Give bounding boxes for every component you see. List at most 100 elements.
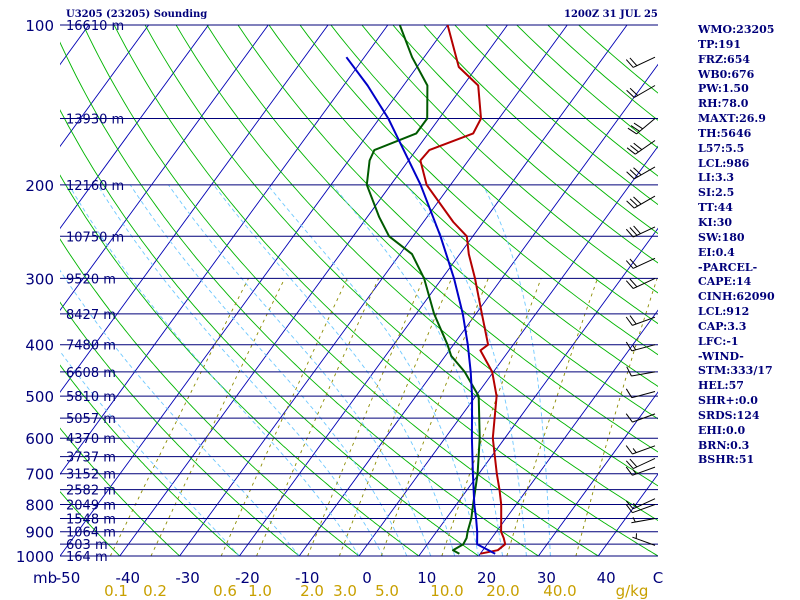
mixing-ratio-line bbox=[256, 278, 380, 557]
param-11: SI:2.5 bbox=[698, 186, 735, 200]
wind-barb bbox=[625, 56, 656, 68]
height-label: 603 m bbox=[66, 538, 108, 553]
temperature-axis-label: mb bbox=[33, 569, 57, 587]
param-25: SHR+:0.0 bbox=[698, 394, 758, 408]
wind-barb bbox=[625, 225, 656, 238]
temperature-tick-label: 0 bbox=[362, 569, 372, 587]
pressure-tick-label: 300 bbox=[25, 270, 54, 288]
pressure-tick-label: 800 bbox=[25, 497, 54, 515]
height-label: 9520 m bbox=[66, 272, 116, 287]
wind-barb bbox=[625, 457, 656, 470]
param-5: RH:78.0 bbox=[698, 97, 749, 111]
wind-barb bbox=[626, 85, 656, 98]
wind-barb bbox=[626, 366, 656, 377]
mixing-ratio-line bbox=[575, 278, 658, 557]
wind-barb bbox=[626, 166, 656, 180]
height-label: 12160 m bbox=[66, 179, 124, 194]
wind-barb bbox=[626, 140, 656, 155]
isotherm-line bbox=[60, 25, 209, 230]
temperature-tick-label: 10 bbox=[417, 569, 436, 587]
param-6: MAXT:26.9 bbox=[698, 112, 766, 126]
param-20: CAP:3.3 bbox=[698, 319, 747, 333]
isotherm-line bbox=[60, 25, 329, 393]
wind-barb bbox=[625, 277, 656, 289]
param-15: EI:0.4 bbox=[698, 245, 735, 259]
wind-barb bbox=[625, 504, 656, 514]
isotherm-line bbox=[179, 25, 568, 557]
isotherm-line bbox=[418, 227, 658, 557]
mixing-ratio-label: 1.0 bbox=[248, 582, 272, 600]
height-label: 1064 m bbox=[66, 526, 116, 541]
wind-barb bbox=[625, 341, 656, 352]
moist-adiabat bbox=[406, 184, 527, 557]
param-0: WMO:23205 bbox=[698, 23, 775, 36]
mixing-ratio-line bbox=[220, 278, 348, 557]
height-label: 164 m bbox=[66, 550, 108, 565]
param-3: WB0:676 bbox=[698, 67, 755, 81]
mixing-ratio-label: 0.6 bbox=[213, 582, 237, 600]
height-label: 2582 m bbox=[66, 484, 116, 499]
isotherm-line bbox=[538, 391, 658, 557]
pressure-tick-label: 200 bbox=[25, 177, 54, 195]
height-label: 16610 m bbox=[66, 19, 124, 34]
temperature-tick-label: -20 bbox=[235, 569, 260, 587]
param-8: L57:5.5 bbox=[698, 141, 745, 155]
mixing-ratio-line bbox=[506, 278, 598, 557]
chart-title: U3205 (23205) Sounding bbox=[66, 9, 208, 20]
celsius-label: C bbox=[653, 569, 663, 587]
height-label: 3737 m bbox=[66, 451, 116, 466]
param-29: BSHR:51 bbox=[698, 453, 755, 467]
wind-barb bbox=[625, 388, 656, 399]
param-10: LI:3.3 bbox=[698, 171, 735, 185]
temperature-tick-label: 30 bbox=[537, 569, 556, 587]
wind-barb bbox=[625, 498, 656, 510]
height-label: 6608 m bbox=[66, 366, 116, 381]
height-label: 3152 m bbox=[66, 468, 116, 483]
mixing-ratio-label: 2.0 bbox=[300, 582, 324, 600]
mixing-ratio-label: 20.0 bbox=[486, 582, 519, 600]
height-label: 5057 m bbox=[66, 412, 116, 427]
mixing-ratio-line bbox=[441, 278, 542, 557]
pressure-tick-label: 500 bbox=[25, 388, 54, 406]
moist-adiabat bbox=[267, 184, 480, 557]
param-18: CINH:62090 bbox=[698, 290, 775, 304]
param-9: LCL:986 bbox=[698, 156, 750, 170]
wind-barb bbox=[626, 195, 656, 209]
mixing-ratio-line bbox=[307, 278, 425, 557]
height-label: 10750 m bbox=[66, 230, 124, 245]
height-label: 4370 m bbox=[66, 432, 116, 447]
moist-adiabat bbox=[129, 184, 408, 557]
param-2: FRZ:654 bbox=[698, 52, 751, 66]
dry-adiabat bbox=[113, 25, 658, 557]
pressure-tick-label: 1000 bbox=[16, 548, 54, 566]
wind-barb bbox=[631, 517, 656, 524]
wind-barb bbox=[625, 315, 656, 326]
mixing-ratio-label: 10.0 bbox=[430, 582, 463, 600]
moist-adiabat bbox=[168, 184, 432, 557]
param-1: TP:191 bbox=[698, 37, 742, 51]
param-23: STM:333/17 bbox=[698, 364, 773, 378]
wind-barb bbox=[627, 118, 656, 135]
mixing-ratio-label: 3.0 bbox=[333, 582, 357, 600]
moist-adiabat bbox=[60, 350, 240, 557]
param-7: TH:5646 bbox=[698, 126, 752, 140]
wind-barb bbox=[625, 445, 656, 455]
dewpoint-profile bbox=[365, 25, 481, 555]
param-12: TT:44 bbox=[698, 201, 733, 215]
temperature-tick-label: -50 bbox=[56, 569, 81, 587]
param-26: SRDS:124 bbox=[698, 408, 760, 422]
valid-time: 1200Z 31 JUL 25 bbox=[564, 9, 658, 20]
mixing-ratio-label: 0.1 bbox=[104, 582, 128, 600]
temperature-tick-label: -30 bbox=[175, 569, 200, 587]
mixing-ratio-label: 40.0 bbox=[543, 582, 576, 600]
param-16: -PARCEL- bbox=[698, 260, 758, 274]
mixing-ratio-line bbox=[150, 278, 286, 557]
param-27: EHI:0.0 bbox=[698, 423, 746, 437]
height-label: 13930 m bbox=[66, 113, 124, 128]
temperature-tick-label: -10 bbox=[295, 569, 320, 587]
moist-adiabat bbox=[331, 184, 503, 557]
mixing-ratio-label: 5.0 bbox=[375, 582, 399, 600]
wind-barb bbox=[625, 466, 656, 476]
param-13: KI:30 bbox=[698, 215, 733, 229]
wind-barb bbox=[625, 413, 656, 423]
